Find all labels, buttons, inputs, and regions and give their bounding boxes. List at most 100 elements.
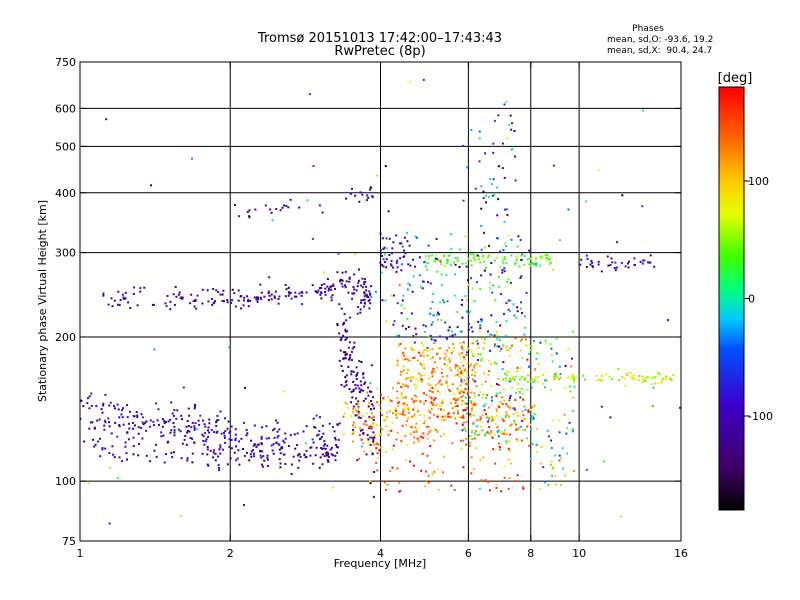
data-point [162,434,165,437]
data-point [276,430,279,433]
data-point [480,479,483,482]
data-point [191,452,194,455]
data-point [423,367,426,370]
data-point [183,438,186,441]
data-point [457,410,459,413]
data-point [396,302,399,305]
data-point [478,255,481,258]
data-point [363,450,365,453]
data-point [472,342,474,345]
data-point [487,373,490,376]
data-point [446,261,449,264]
data-point [513,130,516,132]
data-point [413,341,416,344]
data-point [443,265,446,268]
data-point [181,297,184,300]
data-point [463,379,466,382]
data-point [466,383,469,386]
data-point [460,416,463,419]
data-point [632,377,635,380]
data-point [456,260,459,262]
data-point [629,372,632,374]
data-point [125,452,128,455]
colorbar-tick-label: 100 [748,175,769,188]
data-point [196,294,199,297]
data-point [529,423,532,426]
data-point [551,474,554,477]
data-point [620,515,623,518]
data-point [431,356,434,359]
data-point [382,248,385,250]
data-point [517,427,520,430]
data-point [371,403,373,406]
data-point [375,387,378,390]
data-point [493,193,496,196]
data-point [431,375,434,378]
data-point [170,429,173,432]
data-point [330,288,332,291]
data-point [553,373,556,375]
data-point [396,259,399,262]
data-point [464,409,467,411]
data-point [326,285,329,288]
data-point [213,449,216,452]
data-point [548,258,551,261]
data-point [332,283,335,286]
data-point [396,431,399,434]
data-point [284,295,287,298]
data-point [506,137,508,140]
data-point [520,259,523,261]
data-point [409,379,412,382]
data-point [347,365,350,368]
data-point [490,314,493,317]
data-point [353,273,356,276]
data-point [186,420,189,423]
y-axis-label: Stationary phase Virtual Height [km] [36,200,49,402]
data-point [495,408,498,411]
data-point [116,477,119,480]
data-point [367,394,370,397]
data-point [194,300,197,302]
data-point [522,417,525,420]
data-point [433,470,436,473]
data-point [511,377,514,380]
data-point [417,379,420,382]
data-point [460,346,463,349]
data-point [653,376,656,379]
data-point [227,420,230,423]
data-point [420,435,423,438]
data-point [585,254,588,257]
data-point [154,443,157,446]
data-point [139,287,142,290]
data-point [454,333,457,336]
data-point [475,339,477,342]
data-point [491,419,494,422]
data-point [444,359,447,361]
data-point [359,427,361,430]
data-point [476,419,479,422]
data-point [476,425,478,428]
data-point [489,489,491,492]
data-point [647,261,649,264]
data-point [467,312,470,315]
data-point [480,318,483,321]
data-point [367,405,370,408]
data-point [170,451,173,454]
data-point [611,261,614,264]
data-point [485,194,487,197]
data-point [438,392,441,395]
data-point [456,326,459,329]
data-point [190,293,193,296]
data-point [321,447,323,450]
data-point [333,430,336,433]
data-point [517,235,520,238]
data-point [171,412,174,415]
data-point [585,266,588,268]
data-point [296,454,299,457]
data-point [442,299,444,302]
data-point [378,404,381,407]
data-point [475,447,478,450]
data-point [336,322,339,325]
data-point [335,445,338,448]
data-point [454,366,457,369]
